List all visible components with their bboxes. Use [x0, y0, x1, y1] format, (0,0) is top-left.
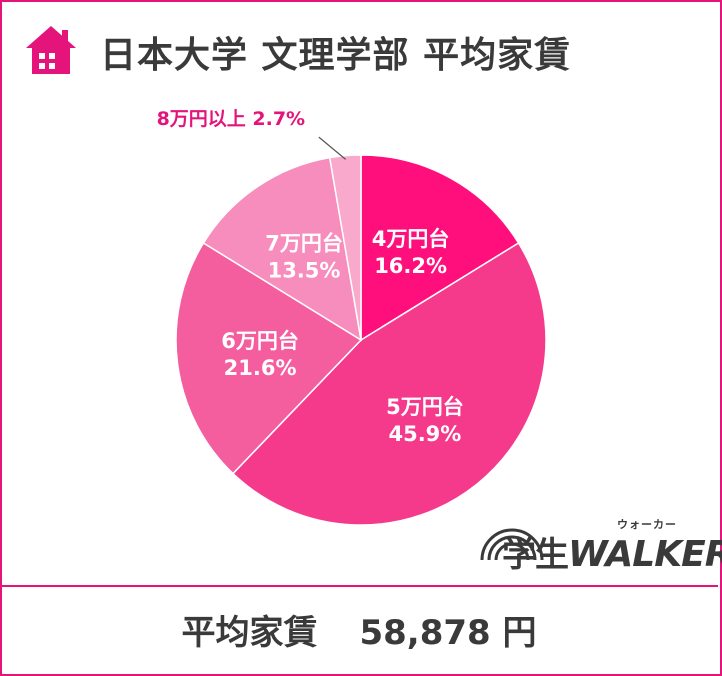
slice-label-5: 8万円以上 2.7% [157, 108, 306, 130]
slice-label-4: 7万円台 [265, 232, 343, 256]
page-title: 日本大学 文理学部 平均家賃 [100, 35, 572, 76]
logo-text-ja: 学生 [502, 535, 569, 575]
pie-slice-2 [231, 241, 547, 526]
average-rent-label: 平均家賃 [181, 613, 318, 653]
average-rent-value: 58,878 円 [359, 613, 537, 653]
pie-slice-1 [360, 154, 520, 342]
slice-percent-2: 45.9% [388, 422, 461, 446]
pie-slice-5 [328, 154, 362, 341]
slice-percent-1: 16.2% [374, 254, 447, 278]
average-rent: 平均家賃 58,878 円 [0, 587, 718, 672]
slice-percent-4: 13.5% [268, 259, 341, 283]
slice-percent-3: 21.6% [224, 356, 297, 380]
logo-ruby: ウォーカー [617, 518, 677, 531]
logo-text-en: WALKER [568, 534, 722, 575]
pie-slice-4 [202, 156, 363, 342]
slice-label-3: 6万円台 [221, 329, 299, 353]
slice-label-2: 5万円台 [386, 395, 464, 419]
house-icon [26, 26, 76, 74]
logo-text: 学生WALKER [502, 527, 722, 576]
logo-icon [480, 528, 544, 561]
slice-label-1: 4万円台 [372, 227, 450, 251]
footer-divider [0, 585, 718, 587]
leader-line-5 [318, 136, 347, 160]
pie-slice-3 [175, 241, 363, 475]
